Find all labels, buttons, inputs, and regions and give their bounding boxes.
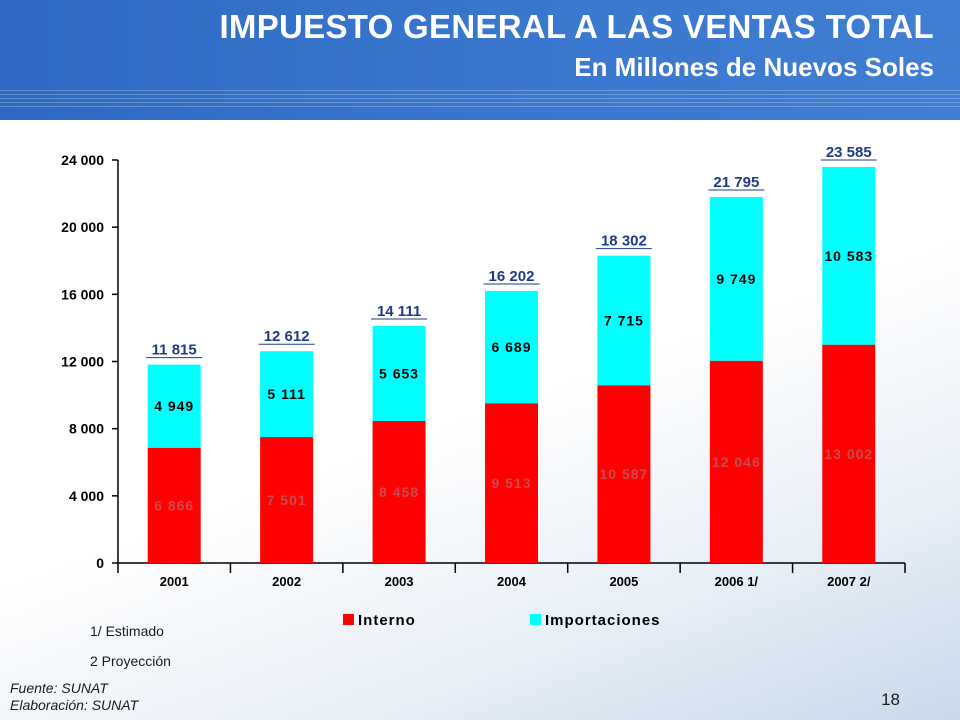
bar-importaciones xyxy=(372,326,426,421)
data-label-interno: 9 513 xyxy=(491,475,531,491)
data-label-interno: 7 501 xyxy=(267,492,307,508)
x-tick-label: 2005 xyxy=(609,574,638,589)
data-label-interno: 6 866 xyxy=(154,497,194,513)
bar-interno xyxy=(147,447,201,563)
bar-interno xyxy=(485,403,538,563)
data-label-total: 18 302 xyxy=(601,233,647,250)
note-projection: 2 Proyección xyxy=(90,653,171,669)
data-label-importaciones: 7 715 xyxy=(604,312,644,328)
data-label-total: 11 815 xyxy=(152,342,197,359)
data-label-importaciones: 6 689 xyxy=(491,339,531,355)
x-tick-label: 2003 xyxy=(385,574,414,589)
header-stripes xyxy=(0,90,960,110)
legend-label-importaciones: Importaciones xyxy=(545,612,661,629)
data-label-interno: 12 046 xyxy=(712,454,761,470)
note-estimated: 1/ Estimado xyxy=(90,623,164,639)
header-banner: IMPUESTO GENERAL A LAS VENTAS TOTAL En M… xyxy=(0,0,960,120)
x-tick-label: 2004 xyxy=(497,574,527,589)
bar-interno xyxy=(597,385,651,563)
y-tick-label: 24 000 xyxy=(61,152,104,168)
data-label-interno: 10 587 xyxy=(600,466,649,482)
data-label-total: 23 585 xyxy=(826,144,872,161)
bar-interno xyxy=(372,420,426,563)
y-tick-label: 12 000 xyxy=(61,354,104,370)
data-label-total: 14 111 xyxy=(377,303,421,320)
elaboration-label: Elaboración: SUNAT xyxy=(10,697,139,713)
data-label-importaciones: 5 653 xyxy=(379,366,419,382)
page-subtitle: En Millones de Nuevos Soles xyxy=(574,52,934,82)
page-number: 18 xyxy=(881,690,900,709)
legend-swatch-interno xyxy=(343,614,354,625)
y-tick-label: 4 000 xyxy=(69,488,104,504)
data-label-importaciones: 10 583 xyxy=(824,248,873,264)
x-tick-label: 2002 xyxy=(272,574,301,589)
bar-interno xyxy=(260,437,314,563)
page-title: IMPUESTO GENERAL A LAS VENTAS TOTAL xyxy=(219,8,934,45)
bar-importaciones xyxy=(597,255,651,386)
bar-importaciones xyxy=(822,166,876,345)
x-tick-label: 2001 xyxy=(160,574,189,589)
data-label-total: 21 795 xyxy=(713,174,759,191)
y-tick-label: 8 000 xyxy=(69,421,104,437)
y-tick-label: 0 xyxy=(96,555,104,571)
data-label-interno: 13 002 xyxy=(824,446,873,462)
bar-importaciones xyxy=(260,351,314,438)
data-label-importaciones: 4 949 xyxy=(154,398,194,414)
legend-swatch-importaciones xyxy=(530,614,541,625)
bar-importaciones xyxy=(147,364,201,448)
x-tick-label: 2007 2/ xyxy=(827,574,871,589)
bar-importaciones xyxy=(485,290,538,404)
data-label-total: 16 202 xyxy=(489,268,535,285)
y-tick-label: 16 000 xyxy=(61,286,104,302)
legend-label-interno: Interno xyxy=(358,612,416,629)
bar-interno xyxy=(709,360,763,563)
source-label: Fuente: SUNAT xyxy=(10,680,108,696)
data-label-importaciones: 5 111 xyxy=(267,386,306,402)
x-tick-label: 2006 1/ xyxy=(715,574,759,589)
bar-interno xyxy=(822,344,876,563)
data-label-total: 12 612 xyxy=(264,328,310,345)
bar-importaciones xyxy=(709,197,763,361)
y-tick-label: 20 000 xyxy=(61,219,104,235)
data-label-importaciones: 9 749 xyxy=(716,271,756,287)
data-label-interno: 8 458 xyxy=(379,484,419,500)
